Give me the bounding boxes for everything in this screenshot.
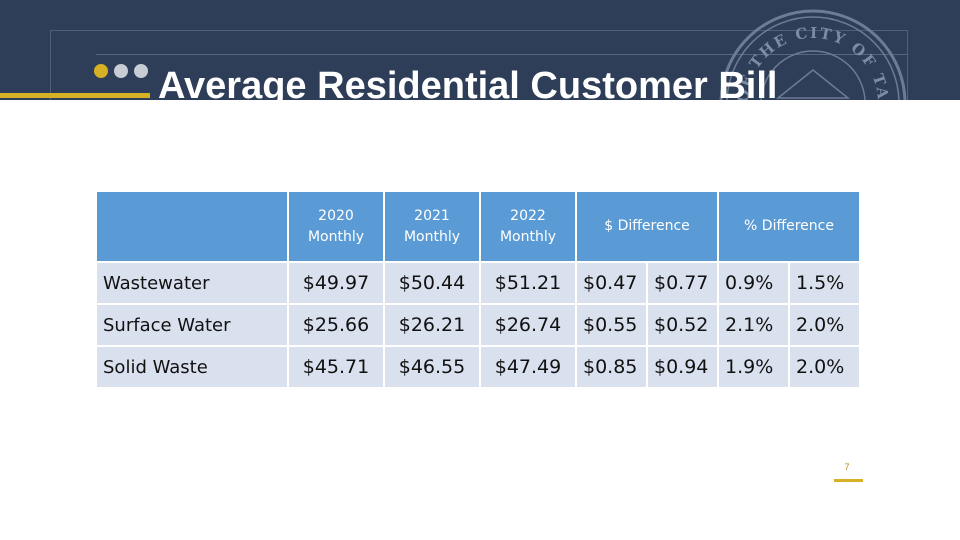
- cell-2020: $25.66: [289, 305, 383, 345]
- cell-percent-diff-2: 2.0%: [790, 305, 859, 345]
- grey-dot-icon: [114, 64, 128, 78]
- cell-2022: $26.74: [481, 305, 575, 345]
- header-rule: [96, 54, 908, 55]
- cell-2021: $50.44: [385, 263, 479, 303]
- cell-dollar-diff-1: $0.55: [577, 305, 646, 345]
- table-row-wastewater: Wastewater $49.97 $50.44 $51.21 $0.47 $0…: [97, 263, 859, 303]
- row-label: Surface Water: [97, 305, 287, 345]
- cell-dollar-diff-1: $0.85: [577, 347, 646, 387]
- slide-title: Average Residential Customer Bill: [158, 65, 778, 100]
- cell-dollar-diff-2: $0.52: [648, 305, 717, 345]
- page-number: 7: [844, 462, 850, 472]
- cell-dollar-diff-2: $0.77: [648, 263, 717, 303]
- cell-2020: $45.71: [289, 347, 383, 387]
- title-header-band: OF THE CITY OF TACOMA Average Residentia…: [0, 0, 960, 100]
- cell-percent-diff-2: 2.0%: [790, 347, 859, 387]
- row-label: Solid Waste: [97, 347, 287, 387]
- gold-dot-icon: [94, 64, 108, 78]
- cell-percent-diff-1: 1.9%: [719, 347, 788, 387]
- cell-2022: $47.49: [481, 347, 575, 387]
- city-seal-logo: OF THE CITY OF TACOMA: [718, 8, 907, 100]
- cell-percent-diff-1: 0.9%: [719, 263, 788, 303]
- cell-percent-diff-2: 1.5%: [790, 263, 859, 303]
- header-2021-monthly: 2021 Monthly: [385, 192, 479, 261]
- header-cell-blank: [97, 192, 287, 261]
- cell-percent-diff-1: 2.1%: [719, 305, 788, 345]
- row-label: Wastewater: [97, 263, 287, 303]
- title-accent-bar: [0, 93, 150, 98]
- cell-2022: $51.21: [481, 263, 575, 303]
- cell-2020: $49.97: [289, 263, 383, 303]
- page-number-rule: [834, 479, 863, 482]
- header-2020-monthly: 2020 Monthly: [289, 192, 383, 261]
- table-row-surface-water: Surface Water $25.66 $26.21 $26.74 $0.55…: [97, 305, 859, 345]
- table-row-solid-waste: Solid Waste $45.71 $46.55 $47.49 $0.85 $…: [97, 347, 859, 387]
- table-header-row: 2020 Monthly 2021 Monthly 2022 Monthly $…: [97, 192, 859, 261]
- bill-comparison-table: 2020 Monthly 2021 Monthly 2022 Monthly $…: [95, 190, 861, 389]
- cell-2021: $26.21: [385, 305, 479, 345]
- cell-dollar-diff-1: $0.47: [577, 263, 646, 303]
- header-2022-monthly: 2022 Monthly: [481, 192, 575, 261]
- cell-dollar-diff-2: $0.94: [648, 347, 717, 387]
- header-dollar-difference: $ Difference: [577, 192, 717, 261]
- grey-dot-icon: [134, 64, 148, 78]
- header-percent-difference: % Difference: [719, 192, 859, 261]
- cell-2021: $46.55: [385, 347, 479, 387]
- header-frame: [50, 30, 908, 100]
